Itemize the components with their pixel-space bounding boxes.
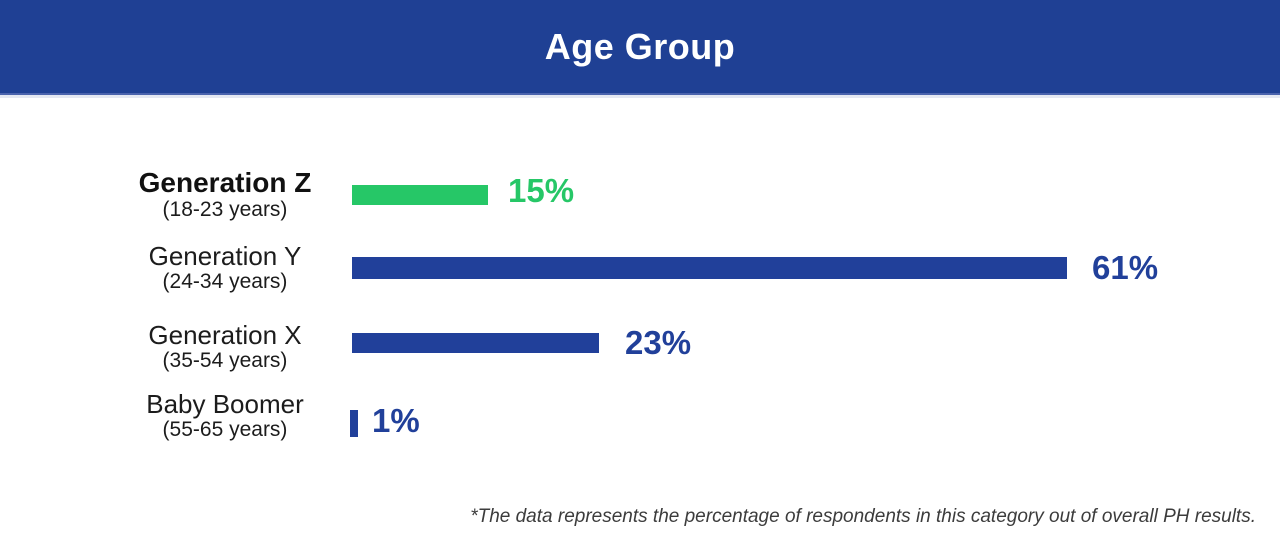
value-label: 61% bbox=[1092, 249, 1159, 286]
footnote: *The data represents the percentage of r… bbox=[470, 506, 1256, 527]
value-bar-generation-x bbox=[352, 333, 599, 353]
chart-title: Age Group bbox=[544, 25, 736, 67]
value-label: 1% bbox=[372, 402, 420, 439]
category-label: Baby Boomer bbox=[146, 389, 304, 419]
value-bar-generation-z bbox=[352, 185, 488, 205]
age-range-label: (55-65 years) bbox=[162, 418, 288, 441]
bar-row-baby-boomer: Baby Boomer (55-65 years) 1% bbox=[0, 385, 1280, 465]
age-range-label: (18-23 years) bbox=[162, 198, 288, 221]
value-label: 15% bbox=[508, 172, 575, 209]
category-labels: Baby Boomer (55-65 years) bbox=[75, 390, 375, 442]
value-bar-baby-boomer bbox=[350, 410, 358, 437]
age-range-label: (35-54 years) bbox=[162, 349, 288, 372]
category-label: Generation Z bbox=[138, 167, 312, 198]
category-label: Generation Y bbox=[148, 241, 302, 271]
chart-header: Age Group bbox=[0, 0, 1280, 95]
value-label: 23% bbox=[625, 324, 692, 361]
category-labels: Generation Y (24-34 years) bbox=[75, 242, 375, 294]
bar-row-generation-z: Generation Z (18-23 years) 15% bbox=[0, 160, 1280, 240]
bar-row-generation-x: Generation X (35-54 years) 23% bbox=[0, 314, 1280, 394]
category-label: Generation X bbox=[148, 320, 302, 350]
bar-row-generation-y: Generation Y (24-34 years) 61% bbox=[0, 235, 1280, 315]
category-labels: Generation Z (18-23 years) bbox=[75, 168, 375, 222]
category-labels: Generation X (35-54 years) bbox=[75, 321, 375, 373]
age-range-label: (24-34 years) bbox=[162, 270, 288, 293]
value-bar-generation-y bbox=[352, 257, 1067, 279]
